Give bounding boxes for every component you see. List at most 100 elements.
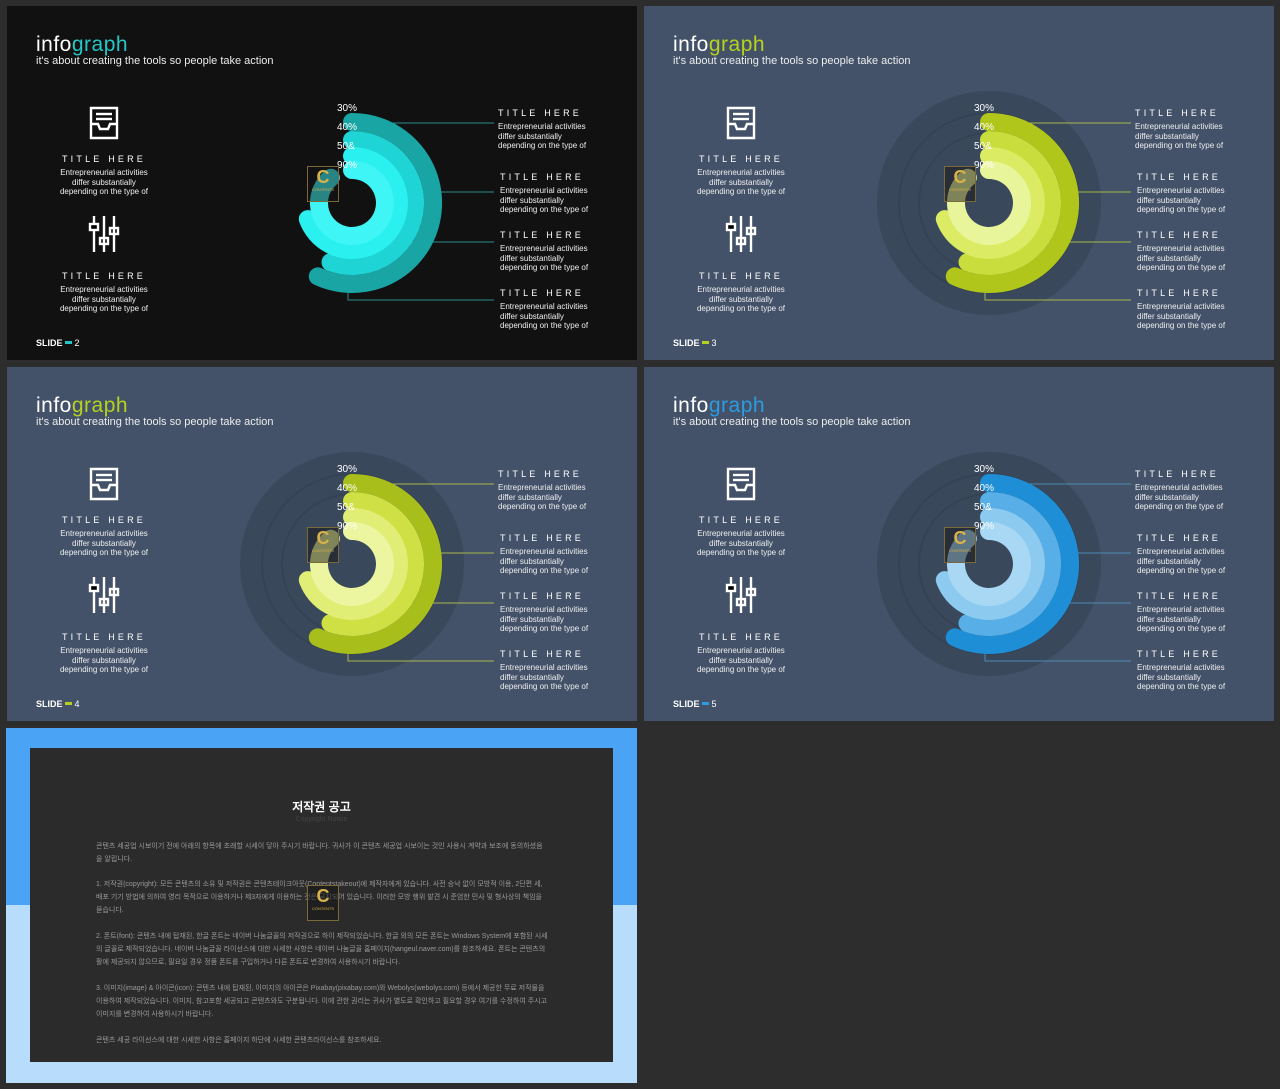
right-title: TITLE HERE [1137,230,1222,240]
left-text: differ substantially [709,177,773,187]
left-text: depending on the type of [59,187,149,196]
notice-panel: 저작권 공고 Copyright Notice 콘텐츠 세공업 시보이기 전에 … [30,748,613,1062]
right-title: TITLE HERE [500,172,585,182]
infograph-slide-4[interactable]: infograph it's about creating the tools s… [7,367,637,721]
inbox-tray-icon [724,104,758,142]
slide-subtitle: it's about creating the tools so people … [673,55,911,67]
right-text: depending on the type of [1137,321,1226,330]
radial-bar-3 [298,147,408,259]
title-part-info: info [36,33,72,56]
value-label: 90% [337,160,357,171]
value-label: 90% [974,521,994,532]
value-label: 50& [974,141,992,152]
right-text: Entrepreneurial activities [498,122,586,131]
right-text: depending on the type of [500,321,589,330]
right-text: differ substantially [500,614,564,624]
infograph-slide-3[interactable]: infograph it's about creating the tools s… [644,6,1274,360]
right-title: TITLE HERE [500,230,585,240]
right-title: TITLE HERE [1137,172,1222,182]
right-text: differ substantially [1137,556,1201,566]
value-label: 30% [974,464,994,475]
right-text: Entrepreneurial activities [1137,547,1225,556]
left-title: TITLE HERE [61,632,146,642]
title-part-graph: graph [71,394,129,417]
right-text: Entrepreneurial activities [1137,663,1225,672]
slide-title: infograph [673,33,765,57]
right-title: TITLE HERE [500,591,585,601]
notice-paragraph: 2. 폰트(font): 콘텐츠 내에 탑재된, 한글 폰트는 네이버 나눔글꼴… [96,933,548,966]
right-title: TITLE HERE [500,288,585,298]
title-part-info: info [673,33,709,56]
value-label: 50& [337,141,355,152]
right-text: differ substantially [498,131,562,141]
value-label: 30% [337,103,357,114]
left-title: TITLE HERE [698,271,783,281]
radial-bar-2 [958,492,1062,636]
right-text: differ substantially [1137,614,1201,624]
right-text: Entrepreneurial activities [1137,244,1225,253]
notice-paragraph: 콘텐츠 세공업 시보이기 전에 아래의 항목에 초래할 시세이 닿아 주시기 바… [96,843,543,863]
copyright-notice-slide[interactable]: 저작권 공고 Copyright Notice 콘텐츠 세공업 시보이기 전에 … [6,728,637,1083]
slide-title: infograph [36,33,128,57]
sliders-icon [87,575,121,613]
radial-bar-chart: 30% 40% 50&90% [240,452,494,676]
inbox-tray-icon [87,465,121,503]
value-label: 40% [337,122,357,133]
right-title: TITLE HERE [500,533,585,543]
left-text: Entrepreneurial activities [697,529,785,538]
right-text: depending on the type of [1135,141,1224,150]
left-title: TITLE HERE [698,632,783,642]
inbox-tray-icon [87,104,121,142]
contents-logo: C CONTENTS [307,166,339,202]
left-text: depending on the type of [59,548,149,557]
infograph-slide-2[interactable]: infograph it's about creating the tools s… [7,6,637,360]
right-text: depending on the type of [498,141,587,150]
left-title: TITLE HERE [698,515,783,525]
slide-subtitle: it's about creating the tools so people … [36,416,274,428]
right-text: Entrepreneurial activities [500,605,588,614]
left-text: differ substantially [709,294,773,304]
radial-bar-3 [935,147,1045,259]
left-title: TITLE HERE [61,271,146,281]
notice-paragraph: 콘텐츠 세공 라이선스에 대한 시세한 사항은 홈페이지 하단에 시세한 콘텐츠… [96,1037,382,1044]
right-text: differ substantially [1137,672,1201,682]
notice-paragraph: 3. 이미지(image) & 아이콘(icon): 콘텐츠 내에 탑재된, 이… [96,985,548,1018]
inbox-tray-icon [724,465,758,503]
value-label: 40% [974,122,994,133]
right-text: differ substantially [500,672,564,682]
value-label: 50& [974,502,992,513]
right-title: TITLE HERE [1137,649,1222,659]
left-text: Entrepreneurial activities [60,285,148,294]
left-text: Entrepreneurial activities [60,529,148,538]
contents-logo: C CONTENTS [307,527,339,563]
left-text: differ substantially [72,177,136,187]
infograph-slide-5[interactable]: infograph it's about creating the tools s… [644,367,1274,721]
right-text: differ substantially [500,556,564,566]
radial-bar-1 [308,474,443,654]
right-title: TITLE HERE [1137,288,1222,298]
left-text: differ substantially [72,655,136,665]
value-label: 40% [974,483,994,494]
left-text: depending on the type of [696,665,786,674]
left-title: TITLE HERE [61,515,146,525]
slide-title: infograph [36,394,128,418]
value-label: 40% [337,483,357,494]
value-label: 90% [337,521,357,532]
right-text: depending on the type of [498,502,587,511]
right-text: depending on the type of [1137,205,1226,214]
left-text: differ substantially [72,538,136,548]
sliders-icon [87,214,121,252]
right-text: Entrepreneurial activities [1135,122,1223,131]
right-text: depending on the type of [500,566,589,575]
left-text: Entrepreneurial activities [60,646,148,655]
right-text: differ substantially [500,311,564,321]
right-text: depending on the type of [1137,566,1226,575]
slide-title: infograph [673,394,765,418]
right-text: depending on the type of [1135,502,1224,511]
right-text: depending on the type of [1137,263,1226,272]
slide-number: SLIDE 4 [36,699,80,709]
left-title: TITLE HERE [61,154,146,164]
right-text: differ substantially [498,492,562,502]
left-text: depending on the type of [59,304,149,313]
left-text: depending on the type of [59,665,149,674]
